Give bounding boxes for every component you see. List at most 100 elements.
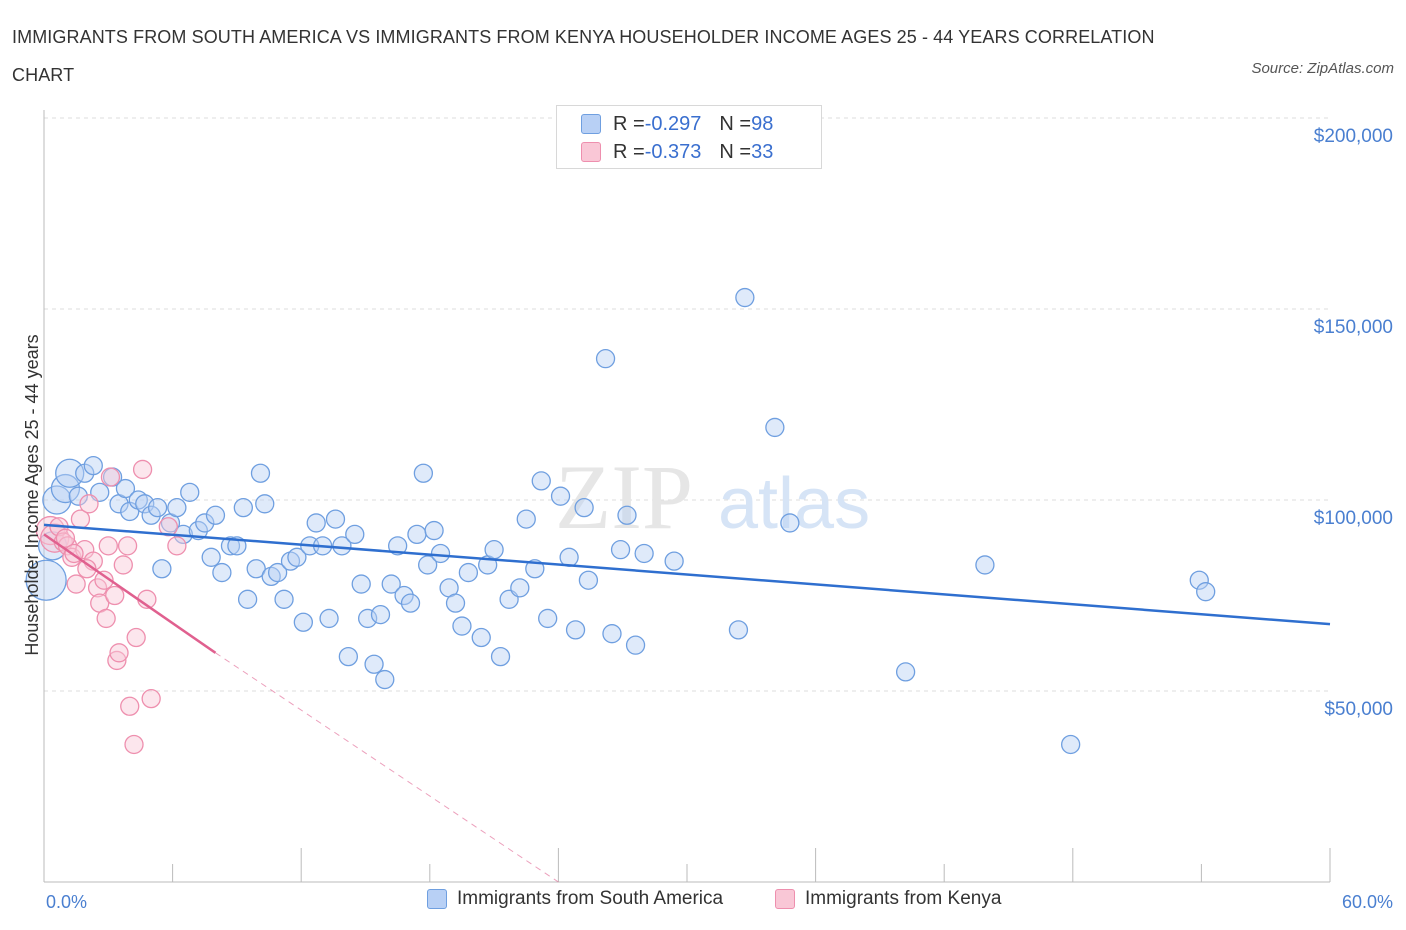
data-point: [233, 497, 253, 518]
data-point: [780, 513, 800, 533]
watermark-zip: ZIP: [555, 446, 693, 548]
data-point: [490, 646, 511, 667]
data-point: [735, 287, 755, 308]
data-point: [538, 608, 558, 629]
data-point: [250, 463, 271, 483]
legend-item-south-america[interactable]: Immigrants from South America: [427, 888, 723, 910]
data-point: [634, 543, 654, 564]
data-point: [287, 547, 307, 567]
data-point: [975, 555, 995, 575]
data-point: [220, 536, 241, 556]
legend-n-value: 33: [751, 140, 774, 163]
data-point: [87, 578, 108, 598]
data-point: [728, 620, 749, 640]
x-tick-labels: 0.0% 60.0%: [46, 892, 1393, 912]
data-point: [105, 585, 125, 606]
data-point: [510, 578, 530, 598]
data-point: [100, 467, 121, 487]
data-point: [559, 547, 579, 567]
data-point: [413, 463, 434, 483]
legend-label: Immigrants from Kenya: [805, 888, 1002, 909]
data-point: [484, 540, 504, 560]
trend-line-kenya-extrapolated: [215, 652, 559, 883]
data-point: [205, 505, 226, 525]
data-point: [79, 494, 99, 514]
data-point: [516, 509, 536, 529]
data-point: [574, 497, 594, 518]
legend-n-label: N =: [719, 140, 752, 163]
data-point: [124, 734, 144, 755]
data-point: [109, 643, 129, 663]
y-tick-labels: $50,000 $100,000 $150,000 $200,000: [1314, 126, 1393, 720]
data-point: [188, 520, 208, 541]
series-south-america-points: [25, 287, 1216, 755]
data-point: [152, 559, 172, 579]
data-point: [550, 486, 571, 506]
y-tick-label: $150,000: [1314, 317, 1393, 338]
data-point: [66, 574, 86, 594]
data-point: [195, 513, 215, 533]
legend-swatch-pink: [581, 142, 601, 162]
data-point: [212, 562, 232, 583]
data-point: [1061, 734, 1081, 755]
legend-label: Immigrants from South America: [457, 888, 724, 909]
data-point: [895, 662, 916, 682]
data-point: [167, 536, 187, 556]
data-point: [117, 536, 138, 556]
data-point: [595, 349, 616, 369]
data-point: [180, 482, 200, 503]
series-legend: Immigrants from South America Immigrants…: [0, 888, 1406, 916]
data-point: [98, 536, 118, 556]
data-point: [274, 589, 294, 609]
data-point: [387, 536, 408, 556]
data-point: [765, 417, 785, 438]
data-point: [319, 608, 339, 629]
y-tick-label: $100,000: [1314, 508, 1393, 529]
data-point: [237, 589, 258, 609]
data-point: [452, 616, 472, 636]
legend-r-label: R =: [613, 140, 645, 163]
data-point: [471, 627, 491, 648]
watermark: ZIP atlas: [555, 446, 870, 548]
data-point: [126, 627, 146, 648]
data-point: [381, 574, 401, 594]
legend-item-kenya[interactable]: Immigrants from Kenya: [775, 888, 1001, 910]
data-point: [418, 555, 438, 575]
trend-line-kenya: [43, 533, 217, 654]
data-point: [306, 513, 326, 533]
data-point: [407, 524, 427, 545]
grid-lines: [44, 117, 1330, 692]
y-axis-label: Householder Income Ages 25 - 44 years: [22, 334, 42, 655]
data-point: [345, 524, 365, 545]
data-point: [394, 585, 414, 606]
watermark-atlas: atlas: [718, 464, 870, 544]
legend-r-label: R =: [613, 112, 645, 135]
data-point: [227, 536, 247, 556]
data-point: [1189, 570, 1209, 590]
data-point: [1196, 582, 1216, 602]
data-point: [610, 540, 631, 560]
data-point: [201, 547, 221, 567]
legend-row-south-america: R = -0.297 N = 98: [581, 110, 773, 138]
source-label: Source: ZipAtlas.com: [1251, 60, 1394, 77]
data-point: [664, 551, 684, 571]
x-tick-label: 60.0%: [1342, 892, 1393, 912]
data-point: [96, 608, 116, 629]
y-tick-label: $200,000: [1314, 126, 1393, 147]
data-point: [246, 559, 266, 579]
legend-swatch-blue: [427, 889, 447, 909]
data-point: [400, 593, 421, 613]
data-point: [147, 497, 168, 518]
data-point: [83, 455, 103, 476]
data-point: [132, 459, 153, 480]
y-tick-label: $50,000: [1324, 699, 1393, 720]
legend-r-value: -0.297: [644, 112, 702, 135]
data-point: [267, 562, 288, 583]
data-point: [25, 559, 67, 601]
data-point: [113, 555, 133, 575]
data-point: [55, 528, 76, 548]
data-point: [55, 458, 85, 488]
legend-row-kenya: R = -0.373 N = 33: [581, 138, 773, 166]
data-point: [578, 570, 599, 590]
